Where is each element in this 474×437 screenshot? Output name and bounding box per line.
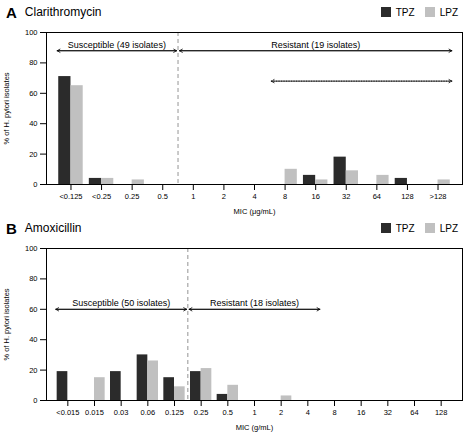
svg-text:60: 60 — [29, 89, 37, 98]
svg-text:1: 1 — [252, 408, 256, 417]
svg-text:% of H. pylori isolates: % of H. pylori isolates — [2, 288, 11, 360]
svg-text:80: 80 — [29, 58, 37, 67]
svg-text:<0.015: <0.015 — [56, 408, 79, 417]
svg-text:80: 80 — [29, 274, 37, 283]
svg-text:32: 32 — [342, 192, 350, 201]
svg-text:16: 16 — [357, 408, 365, 417]
svg-text:>128: >128 — [430, 192, 447, 201]
svg-text:64: 64 — [410, 408, 418, 417]
svg-text:0.125: 0.125 — [165, 408, 184, 417]
svg-text:0.5: 0.5 — [158, 192, 168, 201]
svg-text:4: 4 — [252, 192, 256, 201]
html-text:A: A — [6, 3, 17, 21]
svg-text:% of H. pylori isolates: % of H. pylori isolates — [2, 72, 11, 144]
html-text:B: B — [6, 219, 17, 237]
svg-text:60: 60 — [29, 305, 37, 314]
svg-text:8: 8 — [283, 192, 287, 201]
svg-text:0.5: 0.5 — [223, 408, 233, 417]
svg-text:MIC (μg/mL): MIC (μg/mL) — [234, 207, 276, 216]
svg-text:MIC (g/mL): MIC (g/mL) — [236, 423, 274, 432]
svg-text:0: 0 — [33, 180, 37, 189]
svg-text:1: 1 — [191, 192, 195, 201]
svg-text:0.25: 0.25 — [125, 192, 140, 201]
svg-text:2: 2 — [279, 408, 283, 417]
svg-text:64: 64 — [373, 192, 381, 201]
svg-text:20: 20 — [29, 366, 37, 375]
svg-text:40: 40 — [29, 119, 37, 128]
svg-text:100: 100 — [25, 244, 38, 253]
svg-text:16: 16 — [312, 192, 320, 201]
html-text:TPZ: TPZ — [395, 222, 415, 234]
svg-text:Resistant (18 isolates): Resistant (18 isolates) — [210, 298, 299, 308]
svg-text:20: 20 — [29, 150, 37, 159]
svg-text:Resistant (19 isolates): Resistant (19 isolates) — [271, 40, 360, 50]
svg-text:40: 40 — [29, 335, 37, 344]
html-text:LPZ: LPZ — [439, 6, 458, 18]
svg-text:Susceptible (50 isolates): Susceptible (50 isolates) — [72, 298, 170, 308]
svg-text:2: 2 — [222, 192, 226, 201]
svg-text:Susceptible (49 isolates): Susceptible (49 isolates) — [68, 40, 166, 50]
svg-text:32: 32 — [384, 408, 392, 417]
html-text:Clarithromycin: Clarithromycin — [24, 5, 102, 19]
svg-text:<0.25: <0.25 — [92, 192, 111, 201]
svg-text:8: 8 — [332, 408, 336, 417]
svg-text:4: 4 — [306, 408, 310, 417]
svg-text:0.03: 0.03 — [114, 408, 129, 417]
svg-text:<0.125: <0.125 — [59, 192, 82, 201]
svg-text:100: 100 — [25, 28, 38, 37]
svg-text:0.06: 0.06 — [141, 408, 156, 417]
svg-text:0: 0 — [33, 396, 37, 405]
svg-text:128: 128 — [401, 192, 414, 201]
html-text:TPZ: TPZ — [395, 6, 415, 18]
svg-text:0.015: 0.015 — [85, 408, 104, 417]
svg-text:0.25: 0.25 — [194, 408, 209, 417]
svg-text:128: 128 — [435, 408, 448, 417]
html-text:LPZ: LPZ — [439, 222, 458, 234]
html-text:Amoxicillin: Amoxicillin — [24, 221, 82, 235]
